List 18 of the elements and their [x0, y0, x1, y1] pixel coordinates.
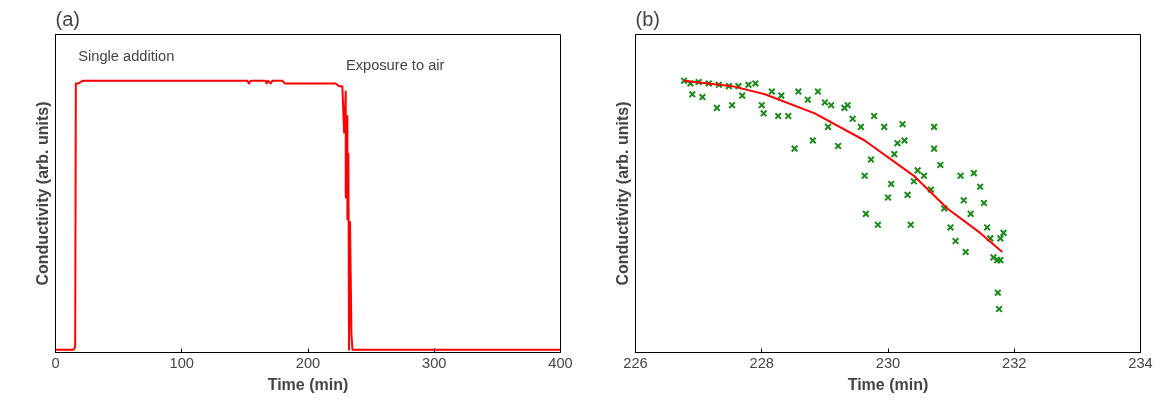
y-axis-title: Conductivity (arb. units)	[33, 101, 51, 286]
x-tick-label: 400	[548, 354, 573, 371]
x-tick-label: 230	[875, 354, 901, 371]
chart-title: (b)	[635, 7, 660, 30]
x-tick-label: 200	[295, 354, 321, 371]
x-axis-title: Time (min)	[267, 375, 349, 393]
chart-title: (a)	[55, 7, 80, 30]
text: Exposure to air	[345, 56, 445, 73]
x-tick-label: 0	[51, 354, 60, 371]
y-axis-title: Conductivity (arb. units)	[613, 101, 631, 286]
x-tick-label: 100	[169, 354, 194, 371]
x-tick-label: 234	[1128, 354, 1153, 371]
x-tick-label: 228	[749, 354, 774, 371]
x-axis-title: Time (min)	[847, 375, 929, 393]
x-tick-label: 226	[623, 354, 648, 371]
text: Single addition	[78, 48, 175, 65]
x-tick-label: 232	[1002, 354, 1027, 371]
x-tick-label: 300	[422, 354, 447, 371]
